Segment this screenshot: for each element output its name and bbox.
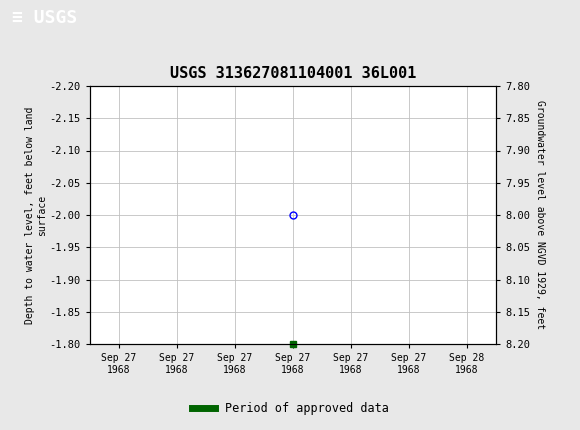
Legend: Period of approved data: Period of approved data bbox=[187, 397, 393, 420]
Y-axis label: Groundwater level above NGVD 1929, feet: Groundwater level above NGVD 1929, feet bbox=[535, 101, 545, 329]
Y-axis label: Depth to water level, feet below land
surface: Depth to water level, feet below land su… bbox=[26, 106, 47, 324]
Title: USGS 313627081104001 36L001: USGS 313627081104001 36L001 bbox=[170, 66, 416, 81]
Text: ≡ USGS: ≡ USGS bbox=[12, 9, 77, 27]
